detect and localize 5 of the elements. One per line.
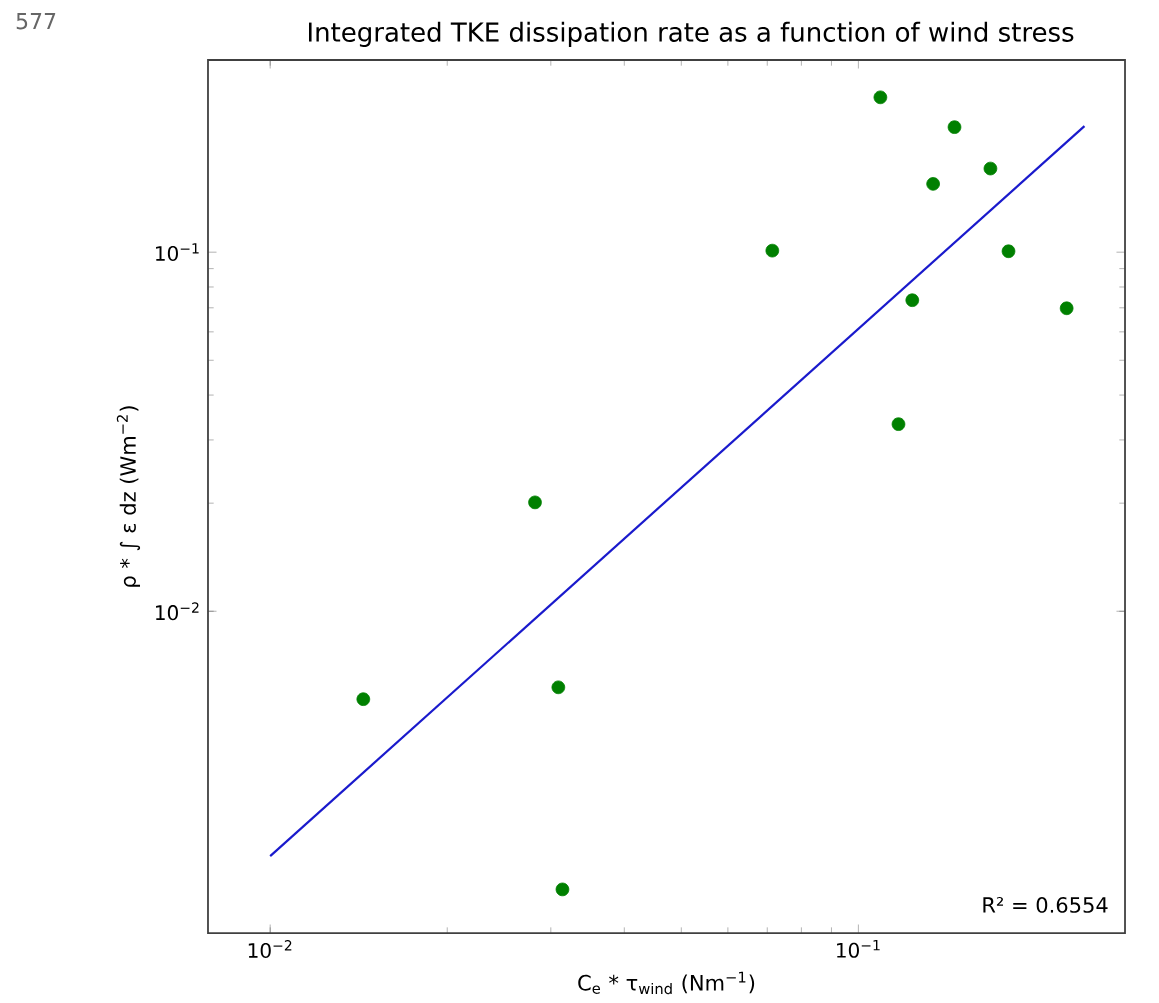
annotation: R² = 0.6554 bbox=[983, 896, 1108, 913]
y-axis-title: ρ * ∫ ε dz (Wm$^{−2}$) bbox=[116, 406, 141, 587]
chart-title: Integrated TKE dissipation rate as a function of wind stress bbox=[308, 21, 1074, 47]
text: 577 bbox=[16, 13, 56, 30]
x-axis-title: C$_{e}$ * τ$_{wind}$ (Nm$^{−1}$) bbox=[578, 971, 755, 995]
